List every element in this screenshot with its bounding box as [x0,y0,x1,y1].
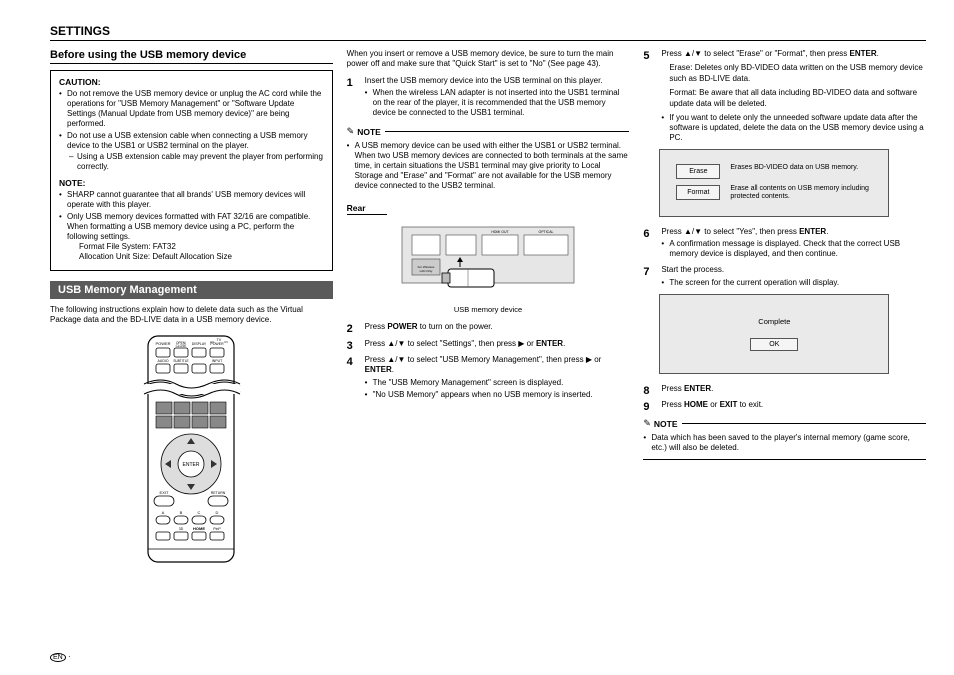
steps-8-9: Press ENTER. Press HOME or EXIT to exit. [643,384,926,411]
osd-complete: Complete OK [659,294,889,374]
svg-text:POWER: POWER [211,342,225,346]
note-settings-2: Allocation Unit Size: Default Allocation… [67,252,324,262]
intro-paragraph: The following instructions explain how t… [50,305,333,326]
note-label: NOTE [357,127,381,137]
svg-text:HOME: HOME [193,526,205,531]
osd-format-desc: Erase all contents on USB memory includi… [730,185,872,202]
rear-label: Rear [347,203,387,215]
svg-text:D: D [216,510,219,515]
svg-text:A: A [162,510,165,515]
caution-box: CAUTION: Do not remove the USB memory de… [50,70,333,271]
step-1: Insert the USB memory device into the US… [347,76,630,118]
step-3: Press ▲/▼ to select "Settings", then pre… [347,339,630,349]
ok-button[interactable]: OK [750,338,798,351]
note-head: ✎ NOTE [347,126,630,137]
rear-illustration: For Wireless LAN Only HDMI OUT OPTICAL U… [347,221,630,314]
note-body-list-2: Data which has been saved to the player'… [643,433,926,453]
page-header: SETTINGS [50,24,926,41]
step7-sub: The screen for the current operation wil… [661,278,926,288]
steps-1: Insert the USB memory device into the US… [347,76,630,118]
rear-caption: USB memory device [347,305,630,314]
svg-text:RETURN: RETURN [211,491,226,495]
remote-illustration: POWER OPEN/ CLOSE DISPLAY POWER TV AUDIO… [50,334,333,566]
svg-text:EXIT: EXIT [160,490,169,495]
step5-format: Format: Be aware that all data including… [661,88,926,109]
step-6: Press ▲/▼ to select "Yes", then press EN… [643,227,926,259]
note-list: SHARP cannot guarantee that all brands' … [59,190,324,262]
note-body-item: Data which has been saved to the player'… [643,433,926,453]
step-5: Press ▲/▼ to select "Erase" or "Format",… [643,49,926,143]
step-7: Start the process. The screen for the cu… [643,265,926,287]
content-columns: Before using the USB memory device CAUTI… [50,49,926,566]
step5-sub: If you want to delete only the unneeded … [661,113,926,143]
note-settings-1: Format File System: FAT32 [67,242,324,252]
osd-erase-button[interactable]: Erase [676,164,720,179]
step-4-sub: "No USB Memory" appears when no USB memo… [365,390,630,400]
caution-list: Do not remove the USB memory device or u… [59,89,324,172]
section-bar-usb-memory: USB Memory Management [50,281,333,299]
caution-label: CAUTION: [59,77,324,87]
step-1-sub: When the wireless LAN adapter is not ins… [365,88,630,118]
svg-text:PinP: PinP [214,527,222,531]
step-9: Press HOME or EXIT to exit. [643,400,926,410]
svg-text:TV: TV [217,338,222,342]
col2-top: When you insert or remove a USB memory d… [347,49,630,70]
svg-text:CLOSE: CLOSE [176,344,187,348]
note-icon: ✎ [347,126,355,137]
svg-text:AUDIO: AUDIO [158,359,169,363]
caution-item: Do not use a USB extension cable when co… [59,131,324,172]
svg-text:SUBTITLE: SUBTITLE [174,359,189,363]
step-4-sub: The "USB Memory Management" screen is di… [365,378,630,388]
svg-text:INPUT: INPUT [212,359,223,363]
column-2: When you insert or remove a USB memory d… [347,49,630,566]
step5-erase: Erase: Deletes only BD-VIDEO data writte… [661,63,926,84]
note-icon: ✎ [643,418,651,429]
svg-text:3D: 3D [179,527,184,531]
note-body-list: A USB memory device can be used with eit… [347,141,630,191]
note-label: NOTE [654,419,678,429]
caution-subitem: Using a USB extension cable may prevent … [67,152,324,172]
svg-text:ENTER: ENTER [183,462,200,468]
column-1: Before using the USB memory device CAUTI… [50,49,333,566]
step-4: Press ▲/▼ to select "USB Memory Manageme… [347,355,630,400]
svg-text:DISPLAY: DISPLAY [192,342,207,346]
svg-text:C: C [198,510,201,515]
subhead-before-usb: Before using the USB memory device [50,49,333,64]
note-item: Only USB memory devices formatted with F… [59,212,324,262]
svg-text:POWER: POWER [156,341,171,346]
osd-format-button[interactable]: Format [676,185,720,200]
steps-6-7: Press ▲/▼ to select "Yes", then press EN… [643,227,926,288]
caution-item: Do not remove the USB memory device or u… [59,89,324,129]
note-item: SHARP cannot guarantee that all brands' … [59,190,324,210]
note-tail: When formatting a USB memory device usin… [67,222,324,242]
step-2: Press POWER to turn on the power. [347,322,630,332]
note-head-2: ✎ NOTE [643,418,926,429]
note-body-item: A USB memory device can be used with eit… [347,141,630,191]
step6-sub: A confirmation message is displayed. Che… [661,239,926,259]
svg-text:OPTICAL: OPTICAL [539,230,554,234]
steps-5: Press ▲/▼ to select "Erase" or "Format",… [643,49,926,143]
steps-2-4: Press POWER to turn on the power. Press … [347,322,630,400]
step-8: Press ENTER. [643,384,926,394]
note-close-line [643,459,926,460]
complete-label: Complete [758,317,790,326]
osd-erase-desc: Erases BD-VIDEO data on USB memory. [730,164,858,172]
svg-text:HDMI OUT: HDMI OUT [491,230,509,234]
note-label: NOTE: [59,178,324,188]
column-3: Press ▲/▼ to select "Erase" or "Format",… [643,49,926,566]
page-number: EN · [50,652,71,661]
svg-text:LAN Only: LAN Only [420,269,433,273]
osd-erase-format: Erase Erases BD-VIDEO data on USB memory… [659,149,889,217]
svg-text:B: B [180,510,183,515]
